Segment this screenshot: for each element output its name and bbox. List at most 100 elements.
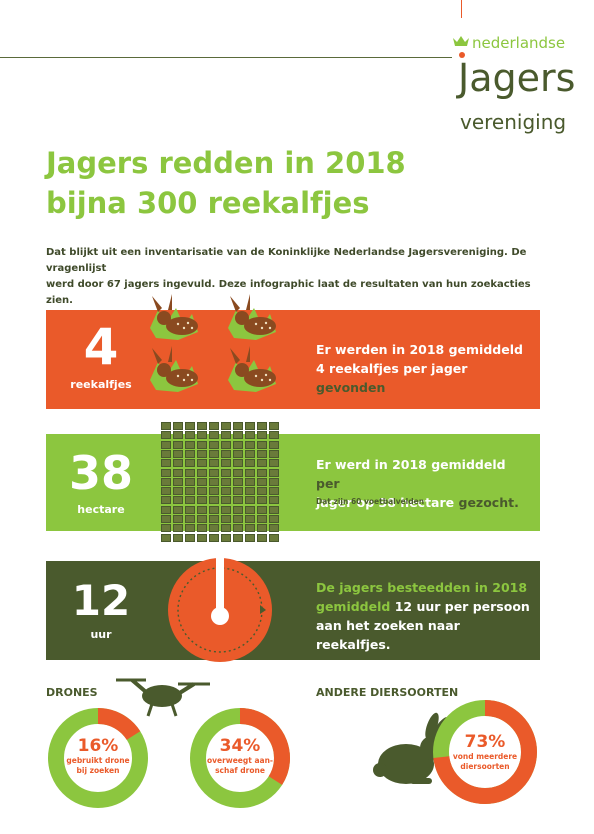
football-field-icon <box>221 524 231 533</box>
logo-dot <box>459 52 465 58</box>
football-field-icon <box>245 449 255 458</box>
drone-icon <box>116 678 210 717</box>
football-field-icon <box>257 505 267 514</box>
football-field-icon <box>173 533 183 542</box>
stat-band-hours <box>46 561 540 660</box>
football-field-icon <box>221 515 231 523</box>
football-field-icon <box>197 449 207 458</box>
football-field-icon <box>221 487 231 496</box>
football-field-icon <box>245 477 255 486</box>
football-field-icon <box>209 459 219 468</box>
football-field-icon <box>209 496 219 505</box>
intro-text: Dat blijkt uit een inventarisatie van de… <box>46 245 546 309</box>
football-field-icon <box>245 459 255 468</box>
football-field-icon <box>245 496 255 505</box>
fawns-text: Er werden in 2018 gemiddeld 4 reekalfjes… <box>316 340 531 397</box>
page-title: Jagers redden in 2018 bijna 300 reekalfj… <box>46 143 466 223</box>
hectare-unit: hectare <box>77 503 125 516</box>
football-field-icon <box>269 459 279 468</box>
hectare-text-line-2: jager op 38 hectare gezocht. <box>316 495 519 510</box>
football-field-icon <box>185 449 195 458</box>
football-field-icon <box>197 496 207 505</box>
football-field-icon <box>245 487 255 496</box>
donut-drone-consider-label: 34% overweegt aan- schaf drone <box>206 736 274 775</box>
donut-drone-use <box>48 708 148 808</box>
football-field-icon <box>197 440 207 449</box>
hours-text-line-3: aan het zoeken naar reekalfjes. <box>316 618 460 652</box>
football-field-icon <box>221 449 231 458</box>
football-fields-grid <box>161 422 291 544</box>
football-field-icon <box>269 515 279 523</box>
football-field-icon <box>197 487 207 496</box>
football-field-icon <box>257 468 267 477</box>
hectare-note: Dat zijn 60 voetbalvelden <box>316 497 425 506</box>
fawns-unit: reekalfjes <box>70 378 132 391</box>
fawns-illustration <box>150 294 276 392</box>
football-field-icon <box>209 533 219 542</box>
football-field-icon <box>245 515 255 523</box>
football-field-icon <box>173 468 183 477</box>
hours-unit: uur <box>90 628 112 641</box>
football-field-icon <box>185 515 195 523</box>
football-field-icon <box>173 440 183 449</box>
football-field-icon <box>257 440 267 449</box>
football-field-icon <box>161 533 171 542</box>
hectare-text: Er werd in 2018 gemiddeld per jager op 3… <box>316 455 531 512</box>
football-field-icon <box>221 431 231 440</box>
football-field-icon <box>185 533 195 542</box>
football-field-icon <box>173 422 183 430</box>
football-field-icon <box>161 449 171 458</box>
football-field-icon <box>221 468 231 477</box>
football-field-icon <box>209 515 219 523</box>
football-field-icon <box>185 477 195 486</box>
hours-text-line-1: De jagers besteedden in 2018 <box>316 580 528 595</box>
clock-icon <box>168 558 272 662</box>
football-field-icon <box>233 496 243 505</box>
football-field-icon <box>269 477 279 486</box>
football-field-icon <box>269 533 279 542</box>
donut-drone-consider <box>190 708 290 808</box>
football-field-icon <box>197 515 207 523</box>
football-field-icon <box>269 422 279 430</box>
football-field-icon <box>245 422 255 430</box>
donut-other-species-label: 73% vond meerdere diersoorten <box>452 732 518 771</box>
football-field-icon <box>221 496 231 505</box>
football-field-icon <box>161 468 171 477</box>
football-field-icon <box>221 440 231 449</box>
football-field-icon <box>209 477 219 486</box>
hours-text: De jagers besteedden in 2018 gemiddeld 1… <box>316 578 531 654</box>
football-field-icon <box>173 515 183 523</box>
football-field-icon <box>209 440 219 449</box>
football-field-icon <box>173 496 183 505</box>
football-field-icon <box>185 487 195 496</box>
hectare-number: 38 <box>68 446 133 500</box>
football-field-icon <box>233 515 243 523</box>
football-field-icon <box>257 533 267 542</box>
football-field-icon <box>161 524 171 533</box>
football-field-icon <box>209 422 219 430</box>
football-field-icon <box>161 459 171 468</box>
football-field-icon <box>233 468 243 477</box>
stat-band-fawns <box>46 310 540 409</box>
stat-band-hectare <box>46 434 540 531</box>
football-field-icon <box>185 431 195 440</box>
football-field-icon <box>221 505 231 514</box>
drones-heading: DRONES <box>46 686 98 699</box>
football-field-icon <box>233 487 243 496</box>
football-field-icon <box>185 496 195 505</box>
football-field-icon <box>197 459 207 468</box>
football-field-icon <box>245 440 255 449</box>
football-field-icon <box>173 477 183 486</box>
football-field-icon <box>233 440 243 449</box>
football-field-icon <box>209 431 219 440</box>
other-species-heading: ANDERE DIERSOORTEN <box>316 686 459 699</box>
football-field-icon <box>209 487 219 496</box>
football-field-icon <box>245 533 255 542</box>
football-field-icon <box>245 431 255 440</box>
football-field-icon <box>269 524 279 533</box>
logo-text-jagers: Jagers <box>458 56 576 100</box>
football-field-icon <box>233 524 243 533</box>
football-field-icon <box>245 524 255 533</box>
football-field-icon <box>245 468 255 477</box>
title-line-2: bijna 300 reekalfjes <box>46 186 370 220</box>
